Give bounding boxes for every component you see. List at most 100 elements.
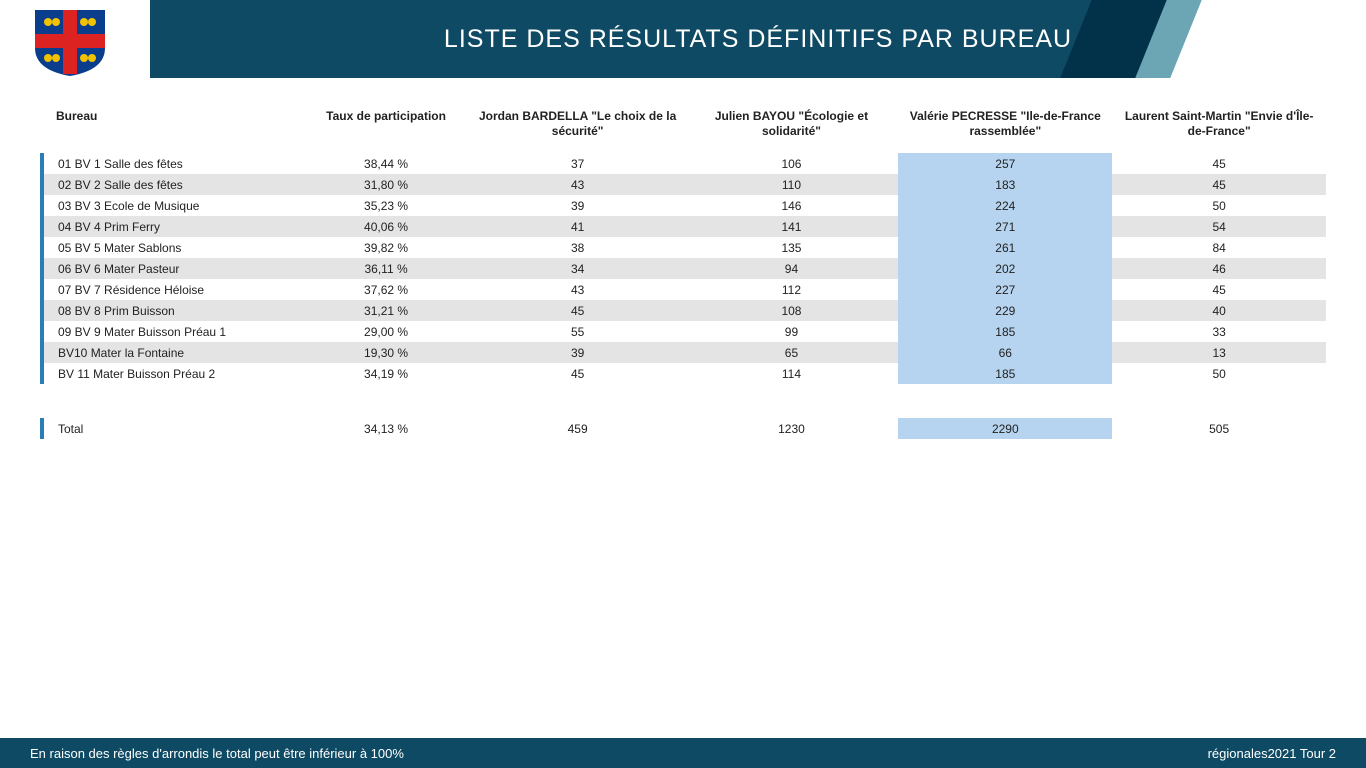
total-candidate-4: 505 xyxy=(1112,418,1326,439)
cell-candidate-1: 37 xyxy=(471,153,685,174)
total-participation: 34,13 % xyxy=(301,418,470,439)
cell-candidate-4: 45 xyxy=(1112,153,1326,174)
total-candidate-3: 2290 xyxy=(898,418,1112,439)
table-row: 06 BV 6 Mater Pasteur36,11 %349420246 xyxy=(42,258,1326,279)
cell-candidate-3: 224 xyxy=(898,195,1112,216)
table-row: 03 BV 3 Ecole de Musique35,23 %391462245… xyxy=(42,195,1326,216)
cell-candidate-1: 34 xyxy=(471,258,685,279)
col-header-participation: Taux de participation xyxy=(301,105,470,153)
cell-candidate-2: 94 xyxy=(685,258,899,279)
table-row: BV 11 Mater Buisson Préau 234,19 %451141… xyxy=(42,363,1326,384)
cell-candidate-3: 257 xyxy=(898,153,1112,174)
cell-candidate-1: 43 xyxy=(471,279,685,300)
cell-candidate-4: 54 xyxy=(1112,216,1326,237)
cell-participation: 31,80 % xyxy=(301,174,470,195)
cell-candidate-3: 261 xyxy=(898,237,1112,258)
cell-candidate-2: 110 xyxy=(685,174,899,195)
cell-candidate-3: 202 xyxy=(898,258,1112,279)
cell-candidate-1: 55 xyxy=(471,321,685,342)
cell-candidate-4: 45 xyxy=(1112,279,1326,300)
col-header-candidate-1: Jordan BARDELLA "Le choix de la sécurité… xyxy=(471,105,685,153)
cell-candidate-1: 39 xyxy=(471,195,685,216)
cell-candidate-3: 183 xyxy=(898,174,1112,195)
table-row: 08 BV 8 Prim Buisson31,21 %4510822940 xyxy=(42,300,1326,321)
cell-candidate-2: 65 xyxy=(685,342,899,363)
cell-candidate-4: 33 xyxy=(1112,321,1326,342)
cell-candidate-3: 271 xyxy=(898,216,1112,237)
col-header-candidate-2: Julien BAYOU "Écologie et solidarité" xyxy=(685,105,899,153)
cell-candidate-1: 43 xyxy=(471,174,685,195)
footer: En raison des règles d'arrondis le total… xyxy=(0,738,1366,768)
cell-bureau: 07 BV 7 Résidence Héloise xyxy=(42,279,301,300)
cell-participation: 40,06 % xyxy=(301,216,470,237)
cell-bureau: 09 BV 9 Mater Buisson Préau 1 xyxy=(42,321,301,342)
total-candidate-1: 459 xyxy=(471,418,685,439)
cell-candidate-4: 40 xyxy=(1112,300,1326,321)
cell-participation: 19,30 % xyxy=(301,342,470,363)
cell-bureau: 06 BV 6 Mater Pasteur xyxy=(42,258,301,279)
cell-candidate-1: 38 xyxy=(471,237,685,258)
cell-bureau: 05 BV 5 Mater Sablons xyxy=(42,237,301,258)
cell-candidate-2: 106 xyxy=(685,153,899,174)
cell-participation: 34,19 % xyxy=(301,363,470,384)
header: LISTE DES RÉSULTATS DÉFINITIFS PAR BUREA… xyxy=(0,0,1366,78)
cell-participation: 37,62 % xyxy=(301,279,470,300)
table-row: 09 BV 9 Mater Buisson Préau 129,00 %5599… xyxy=(42,321,1326,342)
footer-note-left: En raison des règles d'arrondis le total… xyxy=(30,746,404,761)
table-row: 01 BV 1 Salle des fêtes38,44 %3710625745 xyxy=(42,153,1326,174)
cell-participation: 31,21 % xyxy=(301,300,470,321)
cell-candidate-3: 227 xyxy=(898,279,1112,300)
cell-candidate-1: 39 xyxy=(471,342,685,363)
cell-candidate-4: 13 xyxy=(1112,342,1326,363)
table-header-row: Bureau Taux de participation Jordan BARD… xyxy=(42,105,1326,153)
table-row: 02 BV 2 Salle des fêtes31,80 %4311018345 xyxy=(42,174,1326,195)
cell-bureau: BV 11 Mater Buisson Préau 2 xyxy=(42,363,301,384)
cell-candidate-2: 135 xyxy=(685,237,899,258)
cell-candidate-2: 108 xyxy=(685,300,899,321)
results-table: Bureau Taux de participation Jordan BARD… xyxy=(40,105,1326,439)
cell-candidate-3: 229 xyxy=(898,300,1112,321)
results-table-container: Bureau Taux de participation Jordan BARD… xyxy=(40,105,1326,439)
cell-candidate-2: 99 xyxy=(685,321,899,342)
cell-bureau: 01 BV 1 Salle des fêtes xyxy=(42,153,301,174)
table-row: 07 BV 7 Résidence Héloise37,62 %43112227… xyxy=(42,279,1326,300)
table-row: BV10 Mater la Fontaine19,30 %39656613 xyxy=(42,342,1326,363)
table-row: 05 BV 5 Mater Sablons39,82 %3813526184 xyxy=(42,237,1326,258)
cell-candidate-4: 50 xyxy=(1112,363,1326,384)
cell-candidate-2: 146 xyxy=(685,195,899,216)
table-total-row: Total34,13 %45912302290505 xyxy=(42,418,1326,439)
cell-participation: 29,00 % xyxy=(301,321,470,342)
cell-candidate-2: 141 xyxy=(685,216,899,237)
total-candidate-2: 1230 xyxy=(685,418,899,439)
cell-bureau: 02 BV 2 Salle des fêtes xyxy=(42,174,301,195)
footer-note-right: régionales2021 Tour 2 xyxy=(1208,746,1336,761)
col-header-bureau: Bureau xyxy=(42,105,301,153)
cell-bureau: 08 BV 8 Prim Buisson xyxy=(42,300,301,321)
cell-bureau: BV10 Mater la Fontaine xyxy=(42,342,301,363)
cell-candidate-2: 114 xyxy=(685,363,899,384)
cell-bureau: 04 BV 4 Prim Ferry xyxy=(42,216,301,237)
cell-participation: 36,11 % xyxy=(301,258,470,279)
cell-candidate-4: 50 xyxy=(1112,195,1326,216)
cell-participation: 38,44 % xyxy=(301,153,470,174)
cell-candidate-1: 45 xyxy=(471,363,685,384)
page-title: LISTE DES RÉSULTATS DÉFINITIFS PAR BUREA… xyxy=(444,25,1072,54)
total-label: Total xyxy=(42,418,301,439)
cell-candidate-3: 185 xyxy=(898,321,1112,342)
col-header-candidate-3: Valérie PECRESSE "Ile-de-France rassembl… xyxy=(898,105,1112,153)
cell-participation: 39,82 % xyxy=(301,237,470,258)
cell-candidate-4: 84 xyxy=(1112,237,1326,258)
cell-candidate-1: 41 xyxy=(471,216,685,237)
cell-candidate-1: 45 xyxy=(471,300,685,321)
cell-candidate-3: 185 xyxy=(898,363,1112,384)
table-row: 04 BV 4 Prim Ferry40,06 %4114127154 xyxy=(42,216,1326,237)
table-spacer xyxy=(42,384,1326,418)
header-accent-white xyxy=(1170,0,1366,78)
cell-candidate-4: 45 xyxy=(1112,174,1326,195)
cell-candidate-4: 46 xyxy=(1112,258,1326,279)
cell-candidate-2: 112 xyxy=(685,279,899,300)
cell-participation: 35,23 % xyxy=(301,195,470,216)
col-header-candidate-4: Laurent Saint-Martin "Envie d'Île-de-Fra… xyxy=(1112,105,1326,153)
cell-bureau: 03 BV 3 Ecole de Musique xyxy=(42,195,301,216)
coat-of-arms-icon xyxy=(30,8,110,78)
